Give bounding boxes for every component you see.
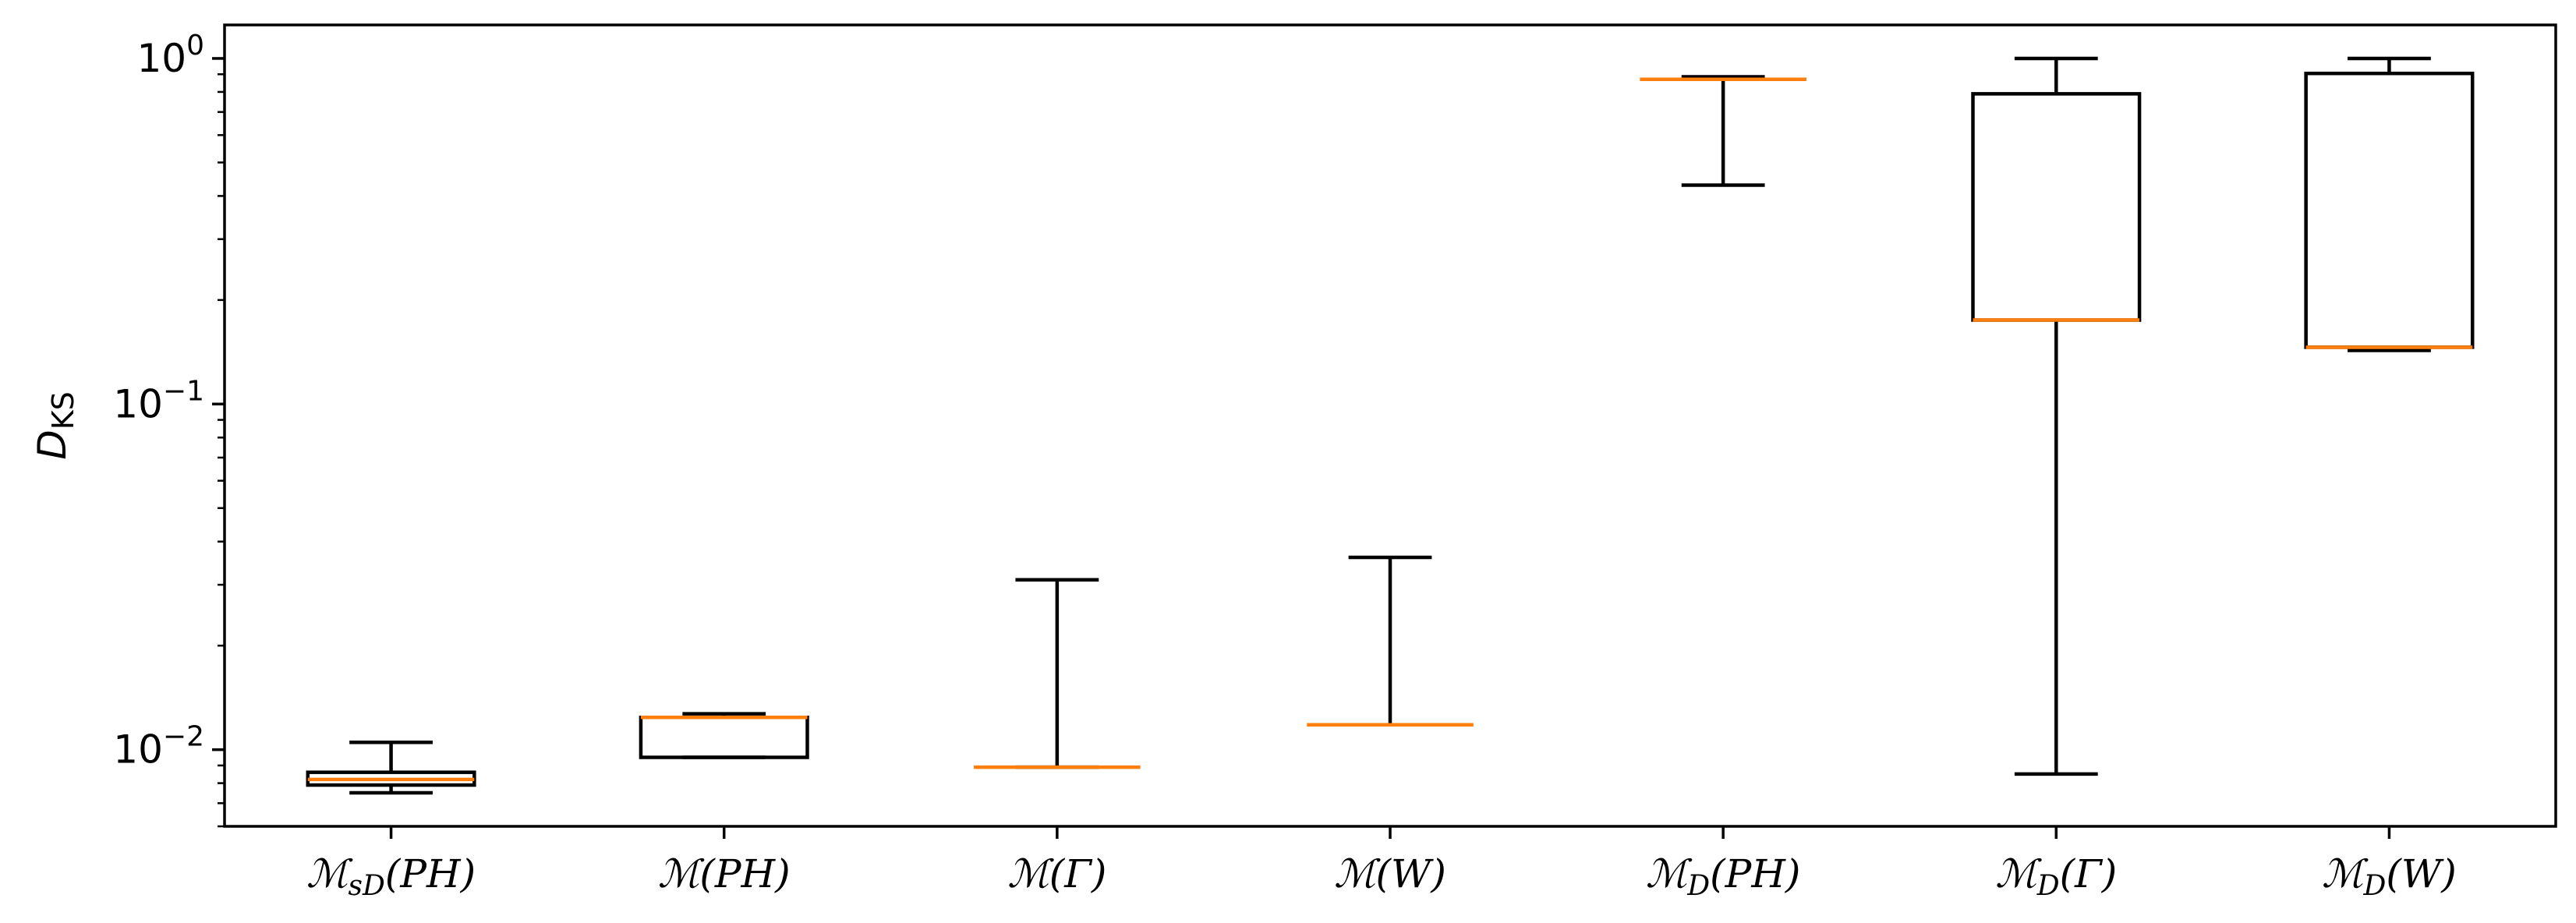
x-tick-label: ℳD(W) [2322,851,2457,902]
plot-marks [306,56,2475,795]
x-tick-label: ℳsD(PH) [306,851,476,902]
cat-sub: D [2363,870,2387,902]
cat-main: ℳ [1007,851,1054,896]
y-tick-base: 10 [113,727,163,773]
cat-main: ℳ [1646,851,1693,896]
box-6 [2304,56,2475,352]
box-body [1971,92,2142,322]
cat-sub: sD [349,870,385,902]
x-tick-label: ℳ(Γ) [1007,851,1106,896]
cat-arg: (PH) [1710,851,1800,896]
x-tick-label: ℳD(Γ) [1995,851,2117,902]
y-tick-label: 10−2 [113,721,204,773]
y-axis-label-main: D [30,430,75,460]
y-tick-exp: −1 [163,375,204,407]
box-body [2304,71,2475,349]
axes [212,23,2557,839]
cat-main: ℳ [1995,851,2042,896]
cat-main: ℳ [306,851,353,896]
box-1 [639,712,809,759]
box-4 [1640,75,1806,187]
cat-arg: (Γ) [2060,851,2118,896]
box-0 [306,741,476,795]
cat-main: ℳ [658,851,705,896]
x-tick-label: ℳ(W) [1334,851,1446,896]
box-3 [1307,555,1474,727]
y-tick-exp: 0 [186,30,204,62]
y-tick-label: 100 [136,30,204,81]
cat-arg: (W) [2386,851,2456,896]
cat-arg: (PH) [699,851,790,896]
cat-sub: D [1686,870,1710,902]
cat-arg: (PH) [385,851,476,896]
cat-main: ℳ [2322,851,2369,896]
x-tick-label: ℳ(PH) [658,851,791,896]
cat-main: ℳ [1334,851,1381,896]
y-axis-label: DKS [30,391,80,460]
box-body [639,715,809,759]
cat-arg: (W) [1376,851,1446,896]
box-5 [1971,56,2142,776]
cat-arg: (Γ) [1049,851,1107,896]
y-tick-label: 10−1 [113,375,204,426]
cat-sub: D [2036,870,2060,902]
y-axis-label-sub: KS [46,391,80,430]
y-tick-base: 10 [113,381,163,426]
box-2 [974,578,1141,769]
y-tick-exp: −2 [163,721,204,753]
x-tick-label: ℳD(PH) [1646,851,1801,902]
y-tick-base: 10 [136,36,186,81]
